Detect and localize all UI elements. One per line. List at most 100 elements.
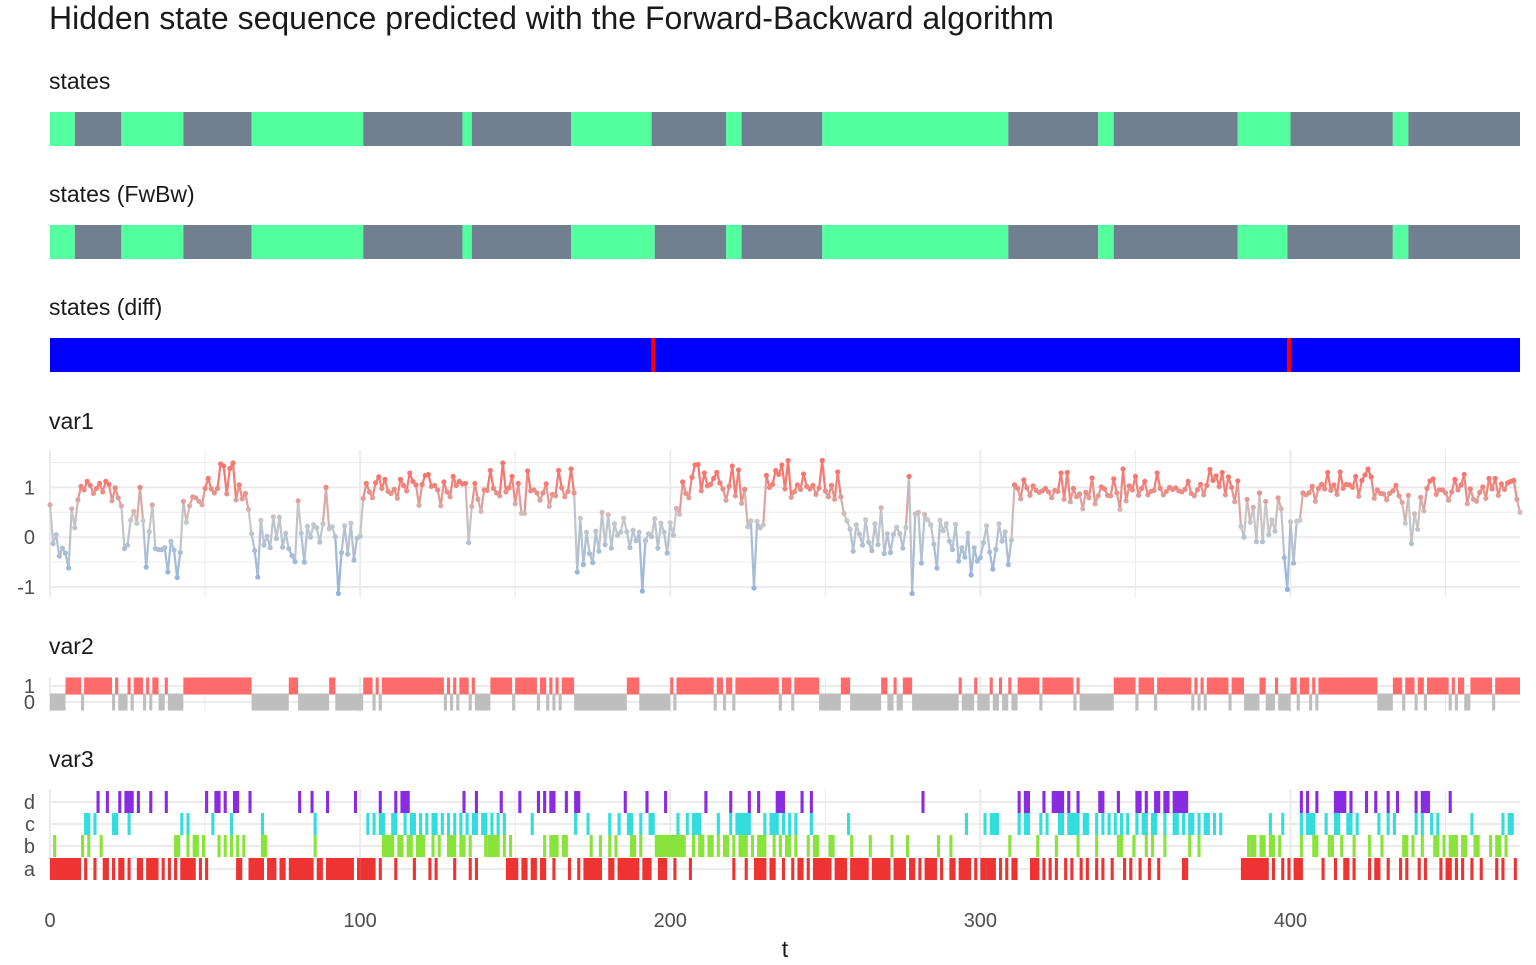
var1-point [224,491,229,496]
var3-tile [1346,813,1352,835]
var3-tile [1036,835,1039,857]
var1-point [944,521,949,526]
var1-point [1055,489,1060,494]
var1-point [1241,535,1246,540]
var1-point [478,509,483,514]
var3-tile [186,835,189,857]
var3-tile [1101,858,1104,880]
var3-tile [1470,858,1473,880]
var1-point [919,561,924,566]
var3-tile [453,858,456,880]
var1-line-segment [1011,485,1014,540]
var1-point [1210,478,1215,483]
var1-point [314,525,319,530]
var3-tile [1501,858,1504,880]
var1-line-segment [320,524,323,542]
var3-tile [137,791,140,813]
var1-line-segment [587,532,590,553]
state-segment [1408,225,1520,259]
var3-tile [205,791,208,813]
var2-tile [469,694,472,711]
var3-tile [261,813,264,835]
var1-point [1269,517,1274,522]
var2-tile [1297,694,1300,711]
var1-point [299,531,304,536]
var1-point [1006,562,1011,567]
var1-line-segment [754,521,757,588]
var1-line-segment [909,476,912,593]
state-segment [472,112,571,146]
var1-point [848,527,853,532]
var1-line-segment [866,520,869,542]
var1-point [764,473,769,478]
var1-point [916,510,921,515]
var2-tile [146,678,149,695]
var3-tile [649,813,655,835]
var1-point [968,572,973,577]
var1-point [134,521,139,526]
var1-point [175,575,180,580]
var1-point [1297,518,1302,523]
var3-tile [1095,835,1098,857]
var2-tile [1492,694,1495,711]
var3-tile [1399,858,1402,880]
var1-line-segment [1247,499,1250,522]
var1-point [1015,486,1020,491]
var1-line-segment [354,538,357,560]
var1-line-segment [689,477,692,497]
var2-tile [490,678,512,695]
var1-point [789,495,794,500]
var3-tile [475,858,478,880]
y-tick-label: 1 [24,676,35,698]
var1-point [119,503,124,508]
var3-tile [658,858,667,880]
var3-tile [850,835,853,857]
var1-point [1288,519,1293,524]
state-segment [1114,225,1238,259]
var1-point [404,488,409,493]
var2-tile [540,678,546,695]
var3-tile [1461,835,1467,857]
var1-point [302,560,307,565]
var1-line-segment [996,524,999,549]
var3-tile [438,835,441,857]
var2-tile [376,678,379,695]
var1-point [401,483,406,488]
var2-tile [363,678,372,695]
var3-tile [624,791,627,813]
var3-tile [1415,813,1418,835]
var3-tile [949,858,955,880]
var2-tile [1402,694,1405,711]
var1-point [246,507,251,512]
var3-tile [959,858,971,880]
var2-tile [335,694,363,711]
var2-tile [475,694,491,711]
var1-point [51,541,56,546]
var3-tile [1064,858,1067,880]
var2-tile [289,678,298,695]
var3-tile [999,858,1002,880]
var1-point [1018,496,1023,501]
var1-line-segment [351,523,354,560]
var1-point [965,531,970,536]
var3-tile [1042,791,1045,813]
var3-tile [754,858,766,880]
var3-tile [794,835,797,857]
var1-point [606,512,611,517]
var1-point [1151,488,1156,493]
var2-tile [1191,694,1194,711]
var3-tile [1365,791,1368,813]
var1-point [742,487,747,492]
var3-tile [531,813,534,835]
var1-point [1431,476,1436,481]
var3-tile [1058,813,1064,835]
var3-tile [732,858,735,880]
var3-tile [552,858,555,880]
state-segment [75,225,122,259]
var3-tile [1442,835,1445,857]
var3-tile [199,858,202,880]
var2-tile [1197,694,1200,711]
var1-line-segment [658,523,661,548]
